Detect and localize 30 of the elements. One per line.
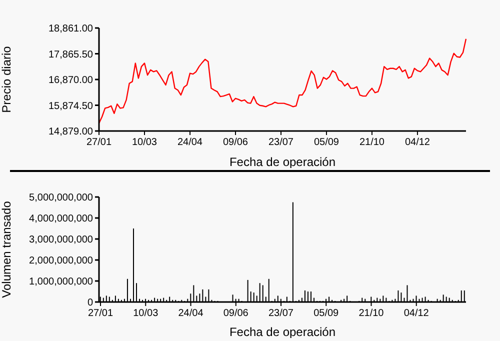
x-tick-label: 09/06 — [222, 137, 248, 148]
y-tick-label: 1,000,000,000 — [29, 276, 94, 288]
y-tick-label: 14,879.00 — [48, 126, 94, 138]
line-series — [98, 38, 467, 124]
x-tick-label: 10/03 — [132, 137, 158, 148]
x-tick-label: 05/09 — [314, 308, 340, 319]
x-tick-label: 04/12 — [404, 308, 430, 319]
y-axis-title: Volumen transado — [0, 200, 14, 298]
x-tick-label: 21/10 — [359, 137, 385, 148]
y-tick-label: 0 — [87, 298, 94, 309]
y-tick-label: 15,874.50 — [48, 100, 94, 112]
y-tick-label: 5,000,000,000 — [29, 192, 94, 204]
x-tick-label: 24/04 — [177, 137, 203, 148]
y-tick-label: 17,865.50 — [48, 49, 94, 60]
x-tick-label: 05/09 — [314, 137, 340, 148]
x-tick-label: 21/10 — [358, 308, 384, 319]
x-tick-label: 23/07 — [268, 308, 294, 319]
x-tick-label: 27/01 — [88, 308, 114, 319]
x-tick-label: 24/04 — [178, 308, 204, 319]
y-tick-label: 4,000,000,000 — [29, 214, 94, 225]
x-tick-label: 27/01 — [86, 137, 112, 148]
y-axis-title: Precio diario — [0, 46, 14, 113]
x-tick-label: 10/03 — [133, 308, 159, 319]
y-tick-label: 16,870.00 — [48, 75, 94, 86]
y-tick-label: 3,000,000,000 — [29, 234, 94, 246]
y-tick-label: 18,861.00 — [48, 24, 94, 35]
y-tick-label: 2,000,000,000 — [29, 256, 94, 267]
x-tick-label: 04/12 — [404, 137, 430, 148]
x-tick-label: 23/07 — [268, 137, 294, 148]
x-tick-label: 09/06 — [223, 308, 249, 319]
